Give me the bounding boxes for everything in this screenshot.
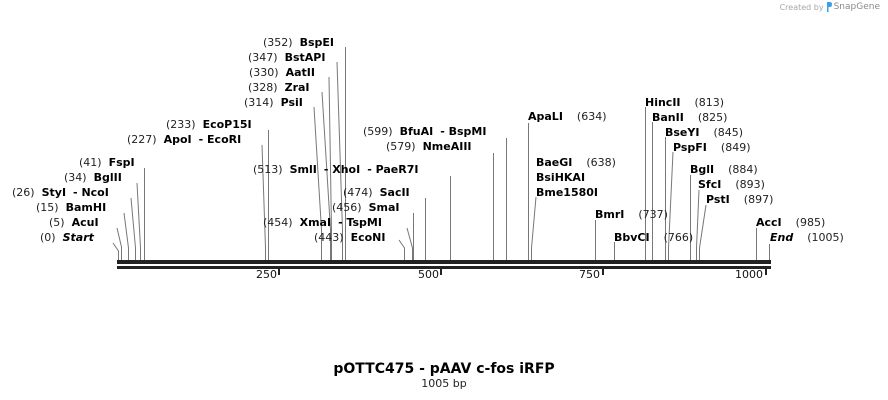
site-line-bstapi xyxy=(336,61,343,260)
site-label-smli-xhoi-paer7i[interactable]: (513) SmlI - XhoI - PaeR7I xyxy=(253,163,419,176)
site-label-bgli[interactable]: BglI (884) xyxy=(690,163,758,176)
site-label-acui[interactable]: (5) AcuI xyxy=(49,216,99,229)
site-label-psti[interactable]: PstI (897) xyxy=(706,193,774,206)
site-label-ecop15i[interactable]: (233) EcoP15I xyxy=(166,118,252,131)
site-label-bamhi[interactable]: (15) BamHI xyxy=(36,201,107,214)
site-label-bseyi[interactable]: BseYI (845) xyxy=(665,126,744,139)
site-label-smai[interactable]: (456) SmaI xyxy=(332,201,400,214)
tick-label-250: 250 xyxy=(256,268,277,281)
site-label-bme1580i[interactable]: Bme1580I xyxy=(536,186,599,199)
site-line-sfci xyxy=(696,189,700,260)
tick-label-1000: 1000 xyxy=(735,268,763,281)
site-line-bamhi xyxy=(123,212,129,260)
tick-750 xyxy=(602,267,604,275)
site-label-aatii[interactable]: (330) AatII xyxy=(249,66,315,79)
credit-text: Created by xyxy=(779,2,824,12)
site-line-xmai xyxy=(406,227,413,260)
site-label-styi-ncoi[interactable]: (26) StyI - NcoI xyxy=(12,186,109,199)
site-line-pspfi xyxy=(668,151,674,260)
site-label-hincii[interactable]: HincII (813) xyxy=(645,96,725,109)
site-label-banii[interactable]: BanII (825) xyxy=(652,111,728,124)
plasmid-title: pOTTC475 - pAAV c-fos iRFP xyxy=(333,361,555,377)
site-line-aatii xyxy=(328,76,332,260)
site-label-zrai[interactable]: (328) ZraI xyxy=(248,81,310,94)
tick-500 xyxy=(440,267,442,275)
site-label-bspei[interactable]: (352) BspEI xyxy=(263,36,335,49)
site-line-psii xyxy=(313,106,322,260)
site-line-econi xyxy=(398,239,405,260)
site-line-apoi xyxy=(261,144,266,260)
backbone-bottom-strand xyxy=(117,266,771,269)
brand-name: SnapGene xyxy=(833,2,880,12)
site-line-bglii xyxy=(136,182,141,260)
site-label-baegi[interactable]: BaeGI (638) xyxy=(536,156,616,169)
site-label-bsihkai[interactable]: BsiHKAI xyxy=(536,171,586,184)
site-label-bmri[interactable]: BmrI (737) xyxy=(595,208,668,221)
site-label-bbvci[interactable]: BbvCI (766) xyxy=(614,231,694,244)
site-label-apali[interactable]: ApaLI (634) xyxy=(528,110,607,123)
tick-250 xyxy=(278,267,280,275)
site-label-apoi-ecori[interactable]: (227) ApoI - EcoRI xyxy=(127,133,242,146)
tick-label-500: 500 xyxy=(418,268,439,281)
snapgene-logo-icon xyxy=(826,2,832,12)
site-label-bfuai-bspmi[interactable]: (599) BfuAI - BspMI xyxy=(363,125,487,138)
site-label-fspi[interactable]: (41) FspI xyxy=(79,156,135,169)
site-label-psii[interactable]: (314) PsiI xyxy=(244,96,303,109)
site-label-end[interactable]: End (1005) xyxy=(770,231,844,244)
tick-1000 xyxy=(765,267,767,275)
site-label-econi[interactable]: (443) EcoNI xyxy=(314,231,386,244)
site-label-nmeaiii[interactable]: (579) NmeAIII xyxy=(386,140,472,153)
site-line-baegi xyxy=(531,196,537,260)
site-line-zrai xyxy=(321,91,331,260)
plasmid-length: 1005 bp xyxy=(421,377,467,390)
backbone-top-strand xyxy=(117,260,771,264)
site-line-start xyxy=(112,242,119,260)
site-label-xmai-tspmi[interactable]: (454) XmaI - TspMI xyxy=(263,216,382,229)
site-label-start[interactable]: (0) Start xyxy=(40,231,94,244)
site-line-psti xyxy=(699,204,707,260)
site-label-acci[interactable]: AccI (985) xyxy=(756,216,826,229)
site-label-sfci[interactable]: SfcI (893) xyxy=(698,178,765,191)
site-label-pspfi[interactable]: PspFI (849) xyxy=(673,141,751,154)
site-label-bglii[interactable]: (34) BglII xyxy=(64,171,122,184)
site-lines xyxy=(112,47,770,260)
site-label-bstapi[interactable]: (347) BstAPI xyxy=(248,51,326,64)
site-label-sacii[interactable]: (474) SacII xyxy=(343,186,410,199)
tick-label-750: 750 xyxy=(579,268,600,281)
site-line-acui xyxy=(116,227,122,260)
snapgene-credit: Created by SnapGene xyxy=(780,2,880,12)
site-line-styi xyxy=(130,197,136,260)
